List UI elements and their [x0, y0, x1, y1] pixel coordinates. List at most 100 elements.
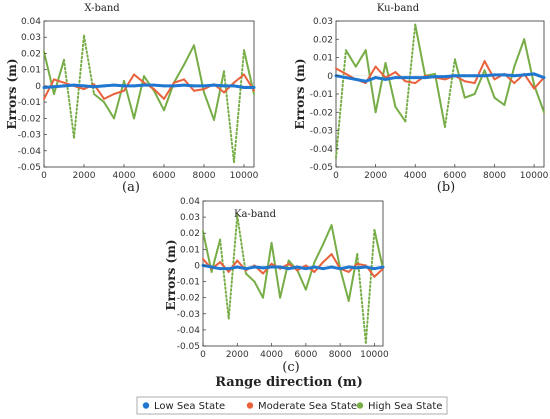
series-segment-high — [503, 65, 516, 106]
y-tick-label: -0.02 — [18, 114, 41, 124]
series-segment-low — [92, 84, 106, 89]
series-segment-high — [296, 269, 307, 291]
series-segment-low — [364, 76, 378, 83]
panel-caption: (b) — [437, 180, 455, 195]
plot-frame — [43, 20, 255, 168]
y-tick-label: 0.03 — [313, 17, 333, 27]
x-tick-label: 0 — [200, 350, 206, 360]
x-tick-label: 2000 — [73, 171, 96, 181]
series-segment-high — [262, 241, 273, 299]
legend: Low Sea State Moderate Sea State High Sea … — [136, 396, 448, 415]
x-tick-label: 6000 — [153, 171, 176, 181]
y-tick-label: -0.01 — [310, 90, 333, 100]
series-segment-low — [82, 84, 96, 89]
plot-frame — [202, 200, 384, 347]
x-tick-label: 6000 — [294, 350, 317, 360]
series-segment-low — [182, 83, 196, 88]
series-segment-high — [493, 96, 506, 106]
chart-title: Ku-band — [377, 3, 420, 14]
series-segment-low — [344, 76, 358, 81]
series-segment-low — [202, 83, 216, 88]
x-axis-label: Range direction (m) — [215, 375, 363, 390]
x-tick-label: 10000 — [520, 171, 549, 181]
legend-marker — [246, 402, 254, 409]
series-segment-high — [414, 23, 427, 77]
series-segment-low — [532, 72, 546, 80]
x-tick-label: 10000 — [230, 171, 259, 181]
series-segment-moderate — [113, 89, 125, 95]
series-segment-low — [483, 73, 496, 78]
series-segment-high — [473, 69, 486, 95]
series-segment-moderate — [133, 73, 145, 84]
series-segment-high — [373, 229, 384, 270]
y-tick-label: -0.05 — [18, 163, 41, 173]
y-tick-label: 0.02 — [313, 35, 333, 45]
y-tick-label: 0 — [194, 261, 200, 271]
series-segment-moderate — [123, 73, 135, 92]
series-segment-moderate — [223, 81, 235, 94]
series-segment-high — [63, 58, 75, 139]
series-segment-moderate — [233, 73, 245, 84]
series-segment-moderate — [335, 67, 347, 75]
series-segment-high — [335, 49, 347, 159]
y-tick-label: 0.04 — [21, 17, 41, 27]
x-tick-label: 4000 — [260, 350, 283, 360]
series-segment-low — [232, 84, 246, 90]
y-tick-label: 0 — [35, 82, 41, 92]
x-tick-label: 6000 — [443, 171, 466, 181]
series-segment-moderate — [227, 259, 239, 273]
y-tick-label: 0.01 — [180, 245, 200, 255]
series-segment-high — [443, 58, 456, 128]
panel-ka-band: Ka-band 0.04 0.03 0.02 0.01 0 -0.01 -0.02 -0.03… — [164, 197, 389, 375]
series-segment-moderate — [374, 65, 387, 79]
series-segment-high — [103, 101, 115, 120]
series-segment-moderate — [153, 88, 165, 100]
series-segment-moderate — [373, 267, 384, 278]
series-segment-high — [213, 70, 225, 121]
series-segment-moderate — [384, 71, 397, 79]
y-tick-label: 0.04 — [180, 197, 200, 207]
series-segment-high — [133, 75, 145, 120]
series-segment-moderate — [43, 78, 55, 100]
series-segment-moderate — [103, 93, 115, 100]
series-segment-moderate — [533, 76, 545, 90]
series-segment-moderate — [193, 88, 205, 92]
plot-frame — [335, 20, 545, 168]
series-segment-low — [522, 72, 536, 77]
series-segment-low — [102, 83, 116, 88]
series-segment-moderate — [473, 60, 486, 85]
x-tick-label: 4000 — [113, 171, 136, 181]
y-tick-label: 0.01 — [313, 54, 333, 64]
series-segment-high — [322, 224, 333, 246]
series-segment-low — [443, 74, 457, 79]
series-segment-low — [42, 85, 56, 90]
series-segment-high — [183, 44, 195, 66]
series-segment-low — [512, 73, 526, 78]
series-segment-moderate — [219, 261, 230, 273]
y-tick-label: -0.02 — [310, 108, 333, 118]
x-tick-label: 0 — [41, 171, 47, 181]
series-segment-high — [202, 230, 213, 273]
x-tick-label: 8000 — [193, 171, 216, 181]
series-segment-high — [404, 23, 417, 123]
series-segment-high — [244, 272, 256, 283]
chart-title: Ka-band — [234, 209, 277, 220]
series-segment-high — [219, 238, 230, 320]
series-segment-high — [356, 253, 367, 344]
series-segment-low — [372, 265, 385, 271]
chart-title: X-band — [84, 3, 120, 14]
y-tick-label: 0.01 — [21, 66, 41, 76]
y-tick-label: 0.02 — [180, 229, 200, 239]
series-segment-high — [347, 253, 359, 302]
series-segment-high — [253, 280, 264, 299]
series-segment-moderate — [404, 80, 417, 85]
y-tick-label: -0.03 — [18, 131, 41, 141]
series-segment-high — [384, 61, 397, 108]
y-tick-label: -0.03 — [177, 310, 200, 320]
series-segment-high — [203, 91, 215, 121]
y-tick-label: -0.03 — [310, 127, 333, 137]
series-segment-moderate — [173, 78, 185, 84]
y-tick-label: -0.04 — [177, 326, 201, 336]
series-segment-high — [330, 224, 342, 270]
series-segment-high — [364, 49, 377, 114]
